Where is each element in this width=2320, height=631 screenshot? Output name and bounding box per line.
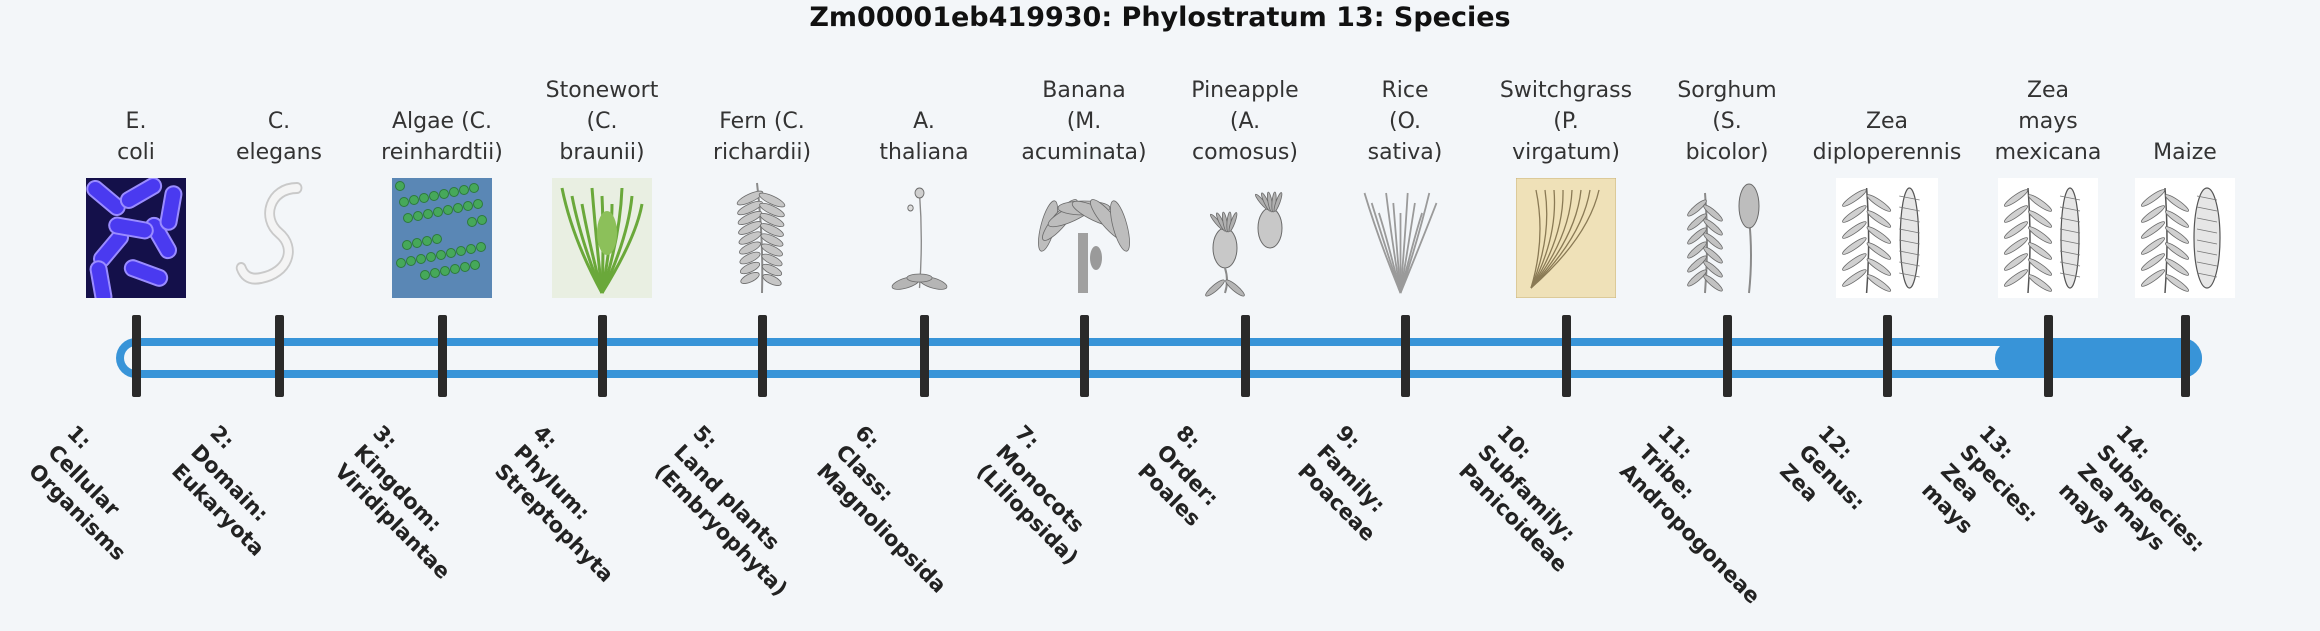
maize-icon xyxy=(2135,178,2235,298)
organism-name-line: (M. xyxy=(1066,109,1102,134)
organism-name-line: E. xyxy=(125,109,147,134)
stratum-label: 10: Subfamily: Panicoideae xyxy=(1453,420,1645,612)
timeline-tick xyxy=(1562,315,1571,397)
organism-name-line: A. xyxy=(913,109,935,134)
stratum-label: 14: Subspecies: Zea mays mays xyxy=(2053,420,2264,631)
organism-name: Rice (O. sativa) xyxy=(1320,75,1490,168)
timeline-current-highlight xyxy=(1995,341,2202,376)
organism-name: Fern (C. richardii) xyxy=(677,106,847,168)
organism-name-line: thaliana xyxy=(879,140,969,165)
pineapple-icon xyxy=(1195,178,1295,298)
timeline-tick xyxy=(598,315,607,397)
organism-name-line: Maize xyxy=(2153,140,2217,165)
organism-name-line: sativa) xyxy=(1367,140,1443,165)
organism-name-line: Sorghum xyxy=(1677,78,1777,103)
timeline-tick xyxy=(438,315,447,397)
arabidopsis-icon xyxy=(879,178,969,298)
organism-name-line: (C. xyxy=(586,109,618,134)
banana-plant-icon xyxy=(1034,178,1134,298)
stratum-label: 9: Family: Poaceae xyxy=(1292,420,1484,612)
timeline-tick xyxy=(1883,315,1892,397)
organism-name-line: (O. xyxy=(1388,109,1421,134)
organism-name-line: (A. xyxy=(1229,109,1261,134)
stratum-label: 5: Land plants (Embryophyta) xyxy=(649,420,841,612)
phylostratum-diagram: Zm00001eb419930: Phylostratum 13: Specie… xyxy=(24,2,2270,608)
timeline-tick xyxy=(920,315,929,397)
organism-name-line: elegans xyxy=(235,140,323,165)
organism-name: A. thaliana xyxy=(839,106,1009,168)
fern-icon xyxy=(712,178,812,298)
organism-name: C. elegans xyxy=(194,106,364,168)
stratum-label: 6: Class: Magnoliopsida xyxy=(811,420,1003,612)
organism-name-line: coli xyxy=(117,140,155,165)
stratum-label: 3: Kingdom: Viridiplantae xyxy=(329,420,521,612)
bacteria-icon xyxy=(86,178,186,298)
stratum-label: 7: Monocots (Liliopsida) xyxy=(971,420,1163,612)
organism-name: Algae (C. reinhardtii) xyxy=(357,106,527,168)
organism-name-line: (S. xyxy=(1712,109,1742,134)
organism-name: Sorghum (S. bicolor) xyxy=(1642,75,1812,168)
teosinte-icon xyxy=(1998,178,2098,298)
organism-name: Zea mays mexicana xyxy=(1963,75,2133,168)
diagram-title: Zm00001eb419930: Phylostratum 13: Specie… xyxy=(809,2,1511,33)
organism-name-line: diploperennis xyxy=(1812,140,1962,165)
organism-name-line: mays xyxy=(2018,109,2078,134)
rice-plant-icon xyxy=(1360,178,1450,298)
organism-name: Banana (M. acuminata) xyxy=(999,75,1169,168)
stratum-label: 8: Order: Poales xyxy=(1132,420,1324,612)
timeline-tick xyxy=(1723,315,1732,397)
organism-name-line: Pineapple xyxy=(1191,78,1299,103)
organism-name: E. coli xyxy=(51,106,221,168)
organism-name: Stonewort (C. braunii) xyxy=(517,75,687,168)
organism-name-line: acuminata) xyxy=(1021,140,1147,165)
organism-name-line: Algae (C. xyxy=(391,109,493,134)
organism-name-line: comosus) xyxy=(1192,140,1298,165)
organism-name: Zea diploperennis xyxy=(1802,106,1972,168)
zea-diploperennis-icon xyxy=(1836,178,1938,298)
organism-name: Maize xyxy=(2100,137,2270,168)
organism-name-line: Zea xyxy=(2026,78,2070,103)
organism-name-line: C. xyxy=(267,109,291,134)
organism-name-line: Zea xyxy=(1865,109,1909,134)
stratum-label: 4: Phylum: Streptophyta xyxy=(489,420,681,612)
organism-name-line: Stonewort xyxy=(545,78,659,103)
organism-name-line: Switchgrass xyxy=(1499,78,1633,103)
timeline-track-inner xyxy=(124,346,2194,370)
timeline-tick xyxy=(275,315,284,397)
organism-name-line: (P. xyxy=(1553,109,1579,134)
stonewort-icon xyxy=(552,178,652,298)
organism-name-line: Banana xyxy=(1042,78,1126,103)
organism-name-line: braunii) xyxy=(559,140,645,165)
stratum-label: 2: Domain: Eukaryota xyxy=(166,420,358,612)
algae-icon xyxy=(392,178,492,298)
sorghum-icon xyxy=(1677,178,1777,298)
timeline-tick xyxy=(758,315,767,397)
organism-name: Switchgrass (P. virgatum) xyxy=(1481,75,1651,168)
timeline-tick xyxy=(2044,315,2053,397)
worm-icon xyxy=(234,178,324,298)
timeline-tick xyxy=(132,315,141,397)
timeline-tick xyxy=(1401,315,1410,397)
organism-name-line: reinhardtii) xyxy=(381,140,503,165)
organism-name-line: bicolor) xyxy=(1685,140,1769,165)
organism-name-line: Rice xyxy=(1381,78,1429,103)
timeline-tick xyxy=(2181,315,2190,397)
organism-name-line: virgatum) xyxy=(1512,140,1620,165)
timeline-tick xyxy=(1241,315,1250,397)
stratum-label: 11: Tribe: Andropogoneae xyxy=(1614,420,1806,612)
switchgrass-icon xyxy=(1516,178,1616,298)
organism-name-line: mexicana xyxy=(1994,140,2102,165)
organism-name-line: Fern (C. xyxy=(719,109,805,134)
stratum-label: 1: Cellular Organisms xyxy=(23,420,215,612)
timeline-tick xyxy=(1080,315,1089,397)
organism-name-line: richardii) xyxy=(712,140,812,165)
organism-name: Pineapple (A. comosus) xyxy=(1160,75,1330,168)
